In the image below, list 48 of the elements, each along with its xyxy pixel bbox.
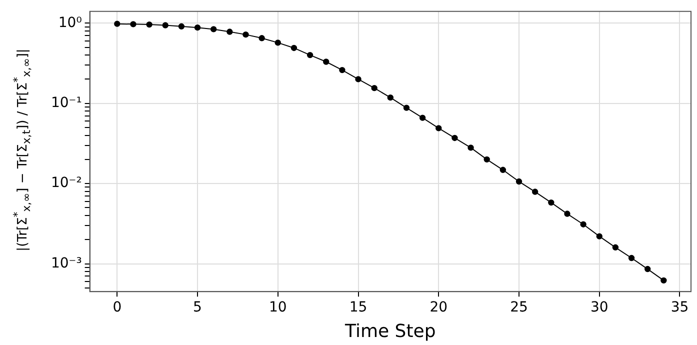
x-axis-title: Time Step [344,320,436,342]
point [628,254,635,262]
point [114,20,120,27]
y-tick-label: 10⁻¹ [50,94,82,111]
x-tick-label: 25 [510,300,528,316]
point [178,23,185,30]
point [596,233,602,240]
x-tick-label: 15 [349,300,368,316]
x-tick-label: 35 [670,300,689,316]
point [274,40,281,46]
point [468,144,474,151]
point [258,35,265,42]
x-tick-label: 10 [268,300,287,316]
point [564,210,570,217]
point [162,22,168,28]
point [130,21,136,28]
point [580,221,586,228]
x-tick-label: 30 [590,300,608,316]
point [210,26,217,32]
point [644,266,651,272]
point [290,44,298,52]
point [355,76,362,82]
point [146,21,152,28]
x-tick-label: 5 [193,300,202,316]
point [612,244,619,251]
point [403,104,410,111]
point [194,24,201,31]
point [371,84,378,92]
point [306,52,314,58]
point [548,199,554,206]
point [516,178,522,185]
point [226,28,233,35]
point [532,188,538,195]
point [419,114,426,121]
point [242,31,249,38]
x-tick-label: 20 [430,300,448,316]
point [387,94,394,101]
y-tick-label: 10⁻² [50,175,82,192]
y-tick-label: 10⁻³ [50,255,82,272]
point [500,166,506,174]
point [484,156,490,163]
point [452,134,458,142]
x-tick-label: 0 [112,300,122,316]
point [660,277,667,284]
y-tick-label: 10⁰ [58,14,82,31]
point [436,125,442,132]
point [323,58,330,65]
point [339,66,346,74]
